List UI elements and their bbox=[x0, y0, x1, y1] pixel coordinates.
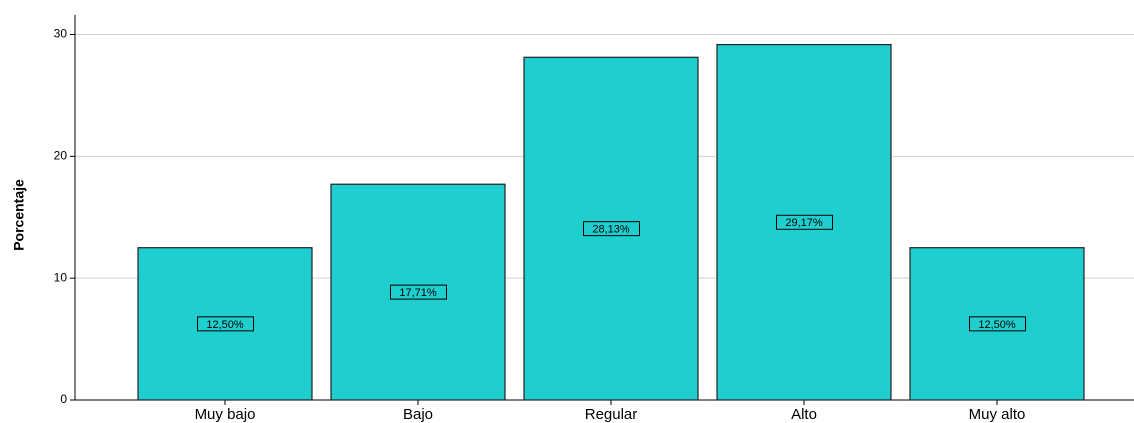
x-tick-label: Alto bbox=[791, 406, 817, 423]
bar bbox=[909, 247, 1085, 401]
value-label-box bbox=[776, 214, 833, 230]
y-tick-label: 10 bbox=[54, 270, 68, 284]
x-tick-label: Bajo bbox=[403, 406, 433, 423]
bar bbox=[716, 44, 892, 401]
value-label: 29,17% bbox=[785, 217, 823, 229]
value-label: 12,50% bbox=[978, 319, 1016, 331]
y-tick-label: 20 bbox=[54, 149, 68, 163]
x-tick-label: Muy bajo bbox=[195, 406, 256, 423]
x-tick-label: Muy alto bbox=[969, 406, 1026, 423]
value-label: 12,50% bbox=[206, 319, 244, 331]
x-tick-label: Regular bbox=[585, 406, 638, 423]
y-axis-label: Porcentaje bbox=[11, 179, 27, 251]
value-label: 17,71% bbox=[399, 287, 437, 299]
y-tick-label: 0 bbox=[60, 392, 67, 406]
bar bbox=[523, 56, 699, 401]
value-label-box bbox=[583, 221, 640, 237]
value-label-box bbox=[390, 284, 447, 300]
value-label-box bbox=[197, 316, 254, 332]
bar bbox=[330, 183, 506, 401]
bar bbox=[137, 247, 313, 401]
value-label: 28,13% bbox=[592, 224, 630, 236]
value-label-box bbox=[969, 316, 1026, 332]
y-tick-label: 30 bbox=[54, 27, 68, 41]
